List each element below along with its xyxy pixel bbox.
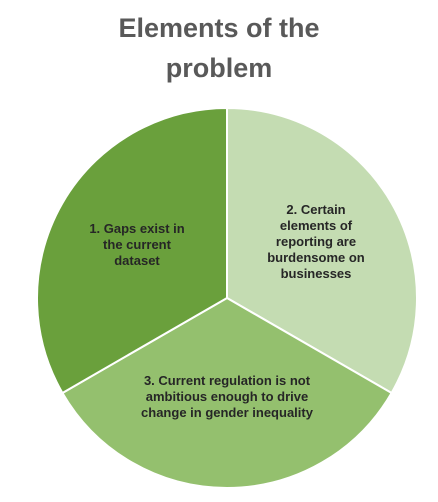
slice-label-line: businesses: [281, 266, 352, 281]
slice-label-3: 3. Current regulation is not ambitious en…: [141, 373, 314, 420]
slice-label-line: elements of: [280, 218, 353, 233]
pie-slice-1: [36, 106, 228, 395]
pie-slice-3: [61, 296, 393, 489]
slice-label-1: 1. Gaps exist in the current dataset: [89, 221, 184, 268]
slice-label-line: dataset: [114, 253, 160, 268]
slice-label-line: ambitious enough to drive: [146, 389, 309, 404]
slice-label-line: reporting are: [276, 234, 356, 249]
slice-label-line: 1. Gaps exist in: [89, 221, 184, 236]
slice-label-line: change in gender inequality: [141, 405, 314, 420]
pie-slices: [36, 106, 418, 489]
pie-slice-2: [226, 106, 418, 395]
slice-label-line: 3. Current regulation is not: [144, 373, 311, 388]
pie-labels: 1. Gaps exist in the current dataset 2. Cer…: [89, 202, 364, 420]
slice-label-2: 2. Certain elements of reporting are burden…: [267, 202, 365, 281]
slice-label-line: burdensome on: [267, 250, 365, 265]
chart-title: Elements of the problem: [118, 13, 320, 83]
slice-label-line: the current: [103, 237, 172, 252]
slice-label-line: 2. Certain: [286, 202, 345, 217]
